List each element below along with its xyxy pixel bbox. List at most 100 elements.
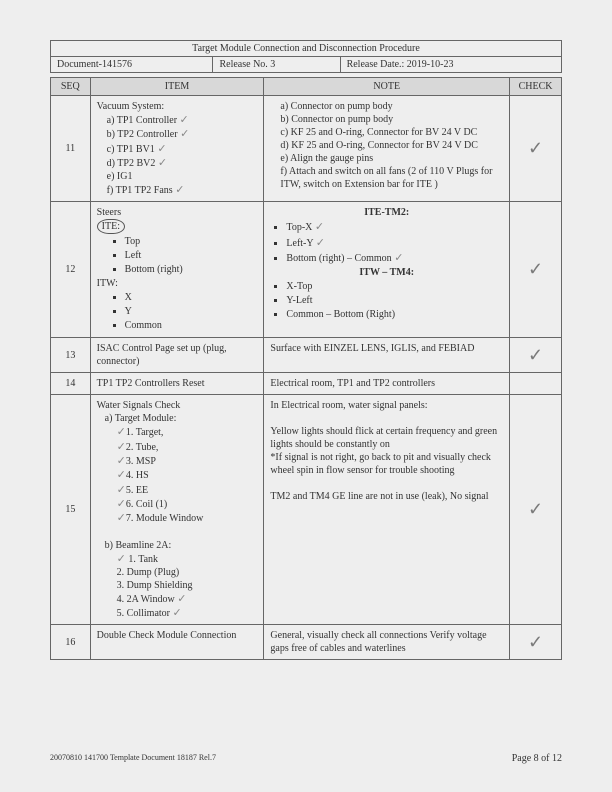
release-no: Release No. 3 [213, 57, 340, 73]
footer-left: 20070810 141700 Template Document 18187 … [50, 753, 216, 762]
list-item: ✓2. Tube, [117, 440, 258, 454]
list-item: Left-Y ✓ [286, 236, 503, 250]
check-icon: ✓ [117, 512, 126, 524]
check-icon: ✓ [117, 455, 126, 467]
col-item: ITEM [90, 78, 264, 96]
table-row: 14 TP1 TP2 Controllers Reset Electrical … [51, 373, 562, 395]
list-item: ✓3. MSP [117, 454, 258, 468]
check-icon: ✓ [157, 143, 166, 155]
note-text: Yellow lights should flick at certain fr… [270, 425, 503, 451]
list-item: f) TP1 TP2 Fans ✓ [107, 183, 258, 197]
note-cell: General, visually check all connections … [264, 625, 510, 660]
check-cell [510, 373, 562, 395]
check-cell: ✓ [510, 96, 562, 202]
col-note: NOTE [264, 78, 510, 96]
list-item: 4. 2A Window ✓ [117, 592, 258, 606]
list-item: ✓1. Target, [117, 425, 258, 439]
list-item: Common [125, 319, 258, 332]
seq-cell: 15 [51, 395, 91, 625]
note-text: In Electrical room, water signal panels: [270, 399, 503, 412]
check-cell: ✓ [510, 625, 562, 660]
list-item: d) TP2 BV2 ✓ [107, 156, 258, 170]
list-item: Y-Left [286, 294, 503, 307]
check-icon: ✓ [158, 157, 167, 169]
list-item: c) TP1 BV1 ✓ [107, 142, 258, 156]
item-cell: Water Signals Check a) Target Module: ✓1… [90, 395, 264, 625]
sub-heading: a) Target Module: [97, 412, 258, 425]
item-title: Water Signals Check [97, 399, 258, 412]
steers-label: Steers [97, 206, 258, 219]
itw-label: ITW: [97, 277, 258, 290]
table-row: 12 Steers ITE: Top Left Bottom (right) I… [51, 202, 562, 338]
check-icon: ✓ [117, 426, 126, 438]
item-cell: Steers ITE: Top Left Bottom (right) ITW:… [90, 202, 264, 338]
check-cell: ✓ [510, 395, 562, 625]
page-number: Page 8 of 12 [512, 753, 562, 764]
item-cell: Double Check Module Connection [90, 625, 264, 660]
list-item: X-Top [286, 280, 503, 293]
list-item: e) IG1 [107, 170, 258, 183]
check-icon: ✓ [177, 593, 186, 605]
item-cell: TP1 TP2 Controllers Reset [90, 373, 264, 395]
list-item: Top [125, 235, 258, 248]
seq-cell: 12 [51, 202, 91, 338]
col-check: CHECK [510, 78, 562, 96]
list-item: ✓ 1. Tank [117, 552, 258, 566]
check-icon: ✓ [117, 553, 126, 565]
seq-cell: 16 [51, 625, 91, 660]
list-item: X [125, 291, 258, 304]
note-cell: Electrical room, TP1 and TP2 controllers [264, 373, 510, 395]
seq-cell: 13 [51, 338, 91, 373]
check-icon: ✓ [180, 128, 189, 140]
list-item: Common – Bottom (Right) [286, 308, 503, 321]
check-icon: ✓ [528, 258, 543, 281]
doc-title: Target Module Connection and Disconnecti… [51, 41, 562, 57]
check-icon: ✓ [117, 469, 126, 481]
check-icon: ✓ [528, 498, 543, 521]
table-row: 16 Double Check Module Connection Genera… [51, 625, 562, 660]
list-item: a) Connector on pump body [280, 100, 503, 113]
list-item: 2. Dump (Plug) [117, 566, 258, 579]
col-seq: SEQ [51, 78, 91, 96]
note-cell: Surface with EINZEL LENS, IGLIS, and FEB… [264, 338, 510, 373]
check-icon: ✓ [528, 344, 543, 367]
item-cell: Vacuum System: a) TP1 Controller ✓ b) TP… [90, 96, 264, 202]
note-cell: a) Connector on pump body b) Connector o… [264, 96, 510, 202]
check-icon: ✓ [117, 441, 126, 453]
check-icon: ✓ [180, 114, 189, 126]
note-cell: ITE-TM2: Top-X ✓ Left-Y ✓ Bottom (right)… [264, 202, 510, 338]
check-cell: ✓ [510, 338, 562, 373]
check-cell: ✓ [510, 202, 562, 338]
doc-number: Document-141576 [51, 57, 213, 73]
check-icon: ✓ [315, 221, 324, 233]
list-item: e) Align the gauge pins [280, 152, 503, 165]
sub-heading: b) Beamline 2A: [97, 539, 258, 552]
list-item: 5. Collimator ✓ [117, 606, 258, 620]
seq-cell: 11 [51, 96, 91, 202]
check-icon: ✓ [117, 498, 126, 510]
check-icon: ✓ [117, 484, 126, 496]
list-item: b) Connector on pump body [280, 113, 503, 126]
footer: 20070810 141700 Template Document 18187 … [50, 753, 562, 762]
list-item: b) TP2 Controller ✓ [107, 127, 258, 141]
check-icon: ✓ [175, 184, 184, 196]
check-icon: ✓ [173, 607, 182, 619]
list-item: c) KF 25 and O-ring, Connector for BV 24… [280, 126, 503, 139]
main-table: SEQ ITEM NOTE CHECK 11 Vacuum System: a)… [50, 77, 562, 660]
item-cell: ISAC Control Page set up (plug, connecto… [90, 338, 264, 373]
list-item: Y [125, 305, 258, 318]
list-item: Bottom (right) [125, 263, 258, 276]
header-table: Target Module Connection and Disconnecti… [50, 40, 562, 73]
list-item: Bottom (right) – Common ✓ [286, 251, 503, 265]
item-title: Vacuum System: [97, 100, 258, 113]
list-item: 3. Dump Shielding [117, 579, 258, 592]
check-icon: ✓ [394, 252, 403, 264]
list-item: a) TP1 Controller ✓ [107, 113, 258, 127]
check-icon: ✓ [528, 137, 543, 160]
note-cell: In Electrical room, water signal panels:… [264, 395, 510, 625]
list-item: ✓7. Module Window [117, 511, 258, 525]
list-item: d) KF 25 and O-ring, Connector for BV 24… [280, 139, 503, 152]
release-date: Release Date.: 2019-10-23 [340, 57, 561, 73]
list-item: f) Attach and switch on all fans (2 of 1… [280, 165, 503, 191]
list-item: Top-X ✓ [286, 220, 503, 234]
